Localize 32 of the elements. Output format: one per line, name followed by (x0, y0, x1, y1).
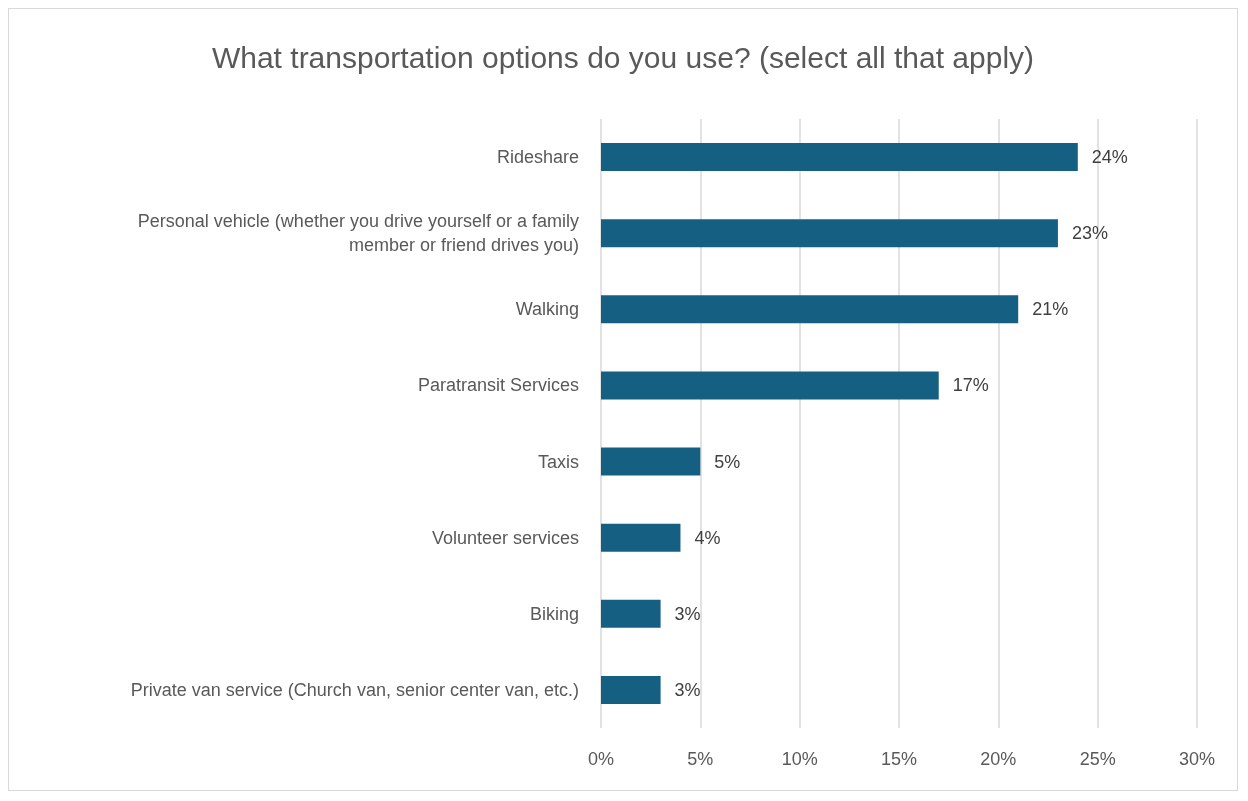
bar (601, 371, 939, 400)
bar (601, 143, 1078, 172)
x-tick-label: 0% (587, 749, 615, 769)
y-tick-label: Biking (529, 603, 579, 624)
data-label: 5% (714, 451, 741, 472)
data-label: 3% (674, 603, 701, 624)
y-tick-label: Personal vehicle (whether you drive yourself or a family member or friend drives you) (137, 211, 579, 256)
data-label: 23% (1071, 223, 1108, 244)
bar (601, 599, 661, 628)
data-label: 24% (1091, 147, 1128, 168)
x-tick-label: 15% (880, 749, 918, 769)
x-tick-label: 25% (1079, 749, 1116, 769)
bar (601, 447, 701, 476)
data-label: 17% (952, 375, 989, 396)
data-label: 4% (694, 527, 721, 548)
x-tick-label: 10% (781, 749, 818, 769)
bar (601, 523, 681, 552)
data-label: 3% (674, 679, 701, 700)
y-tick-label: Volunteer services (431, 527, 579, 548)
y-tick-label: Taxis (537, 451, 579, 472)
data-label: 21% (1032, 299, 1069, 320)
y-tick-label: Paratransit Services (417, 375, 579, 396)
bar (601, 295, 1019, 324)
x-tick-label: 5% (687, 749, 714, 769)
x-tick-label: 20% (980, 749, 1017, 769)
y-tick-label: Walking (515, 299, 579, 320)
chart-title: What transportation options do you use? (select all that apply) (211, 40, 1035, 74)
y-tick-label: Private van service (Church van, senior center van, etc.) (130, 679, 579, 700)
x-tick-label: 30% (1178, 749, 1216, 769)
bar (601, 675, 661, 704)
y-tick-label: Rideshare (496, 147, 579, 168)
bar (601, 219, 1058, 248)
